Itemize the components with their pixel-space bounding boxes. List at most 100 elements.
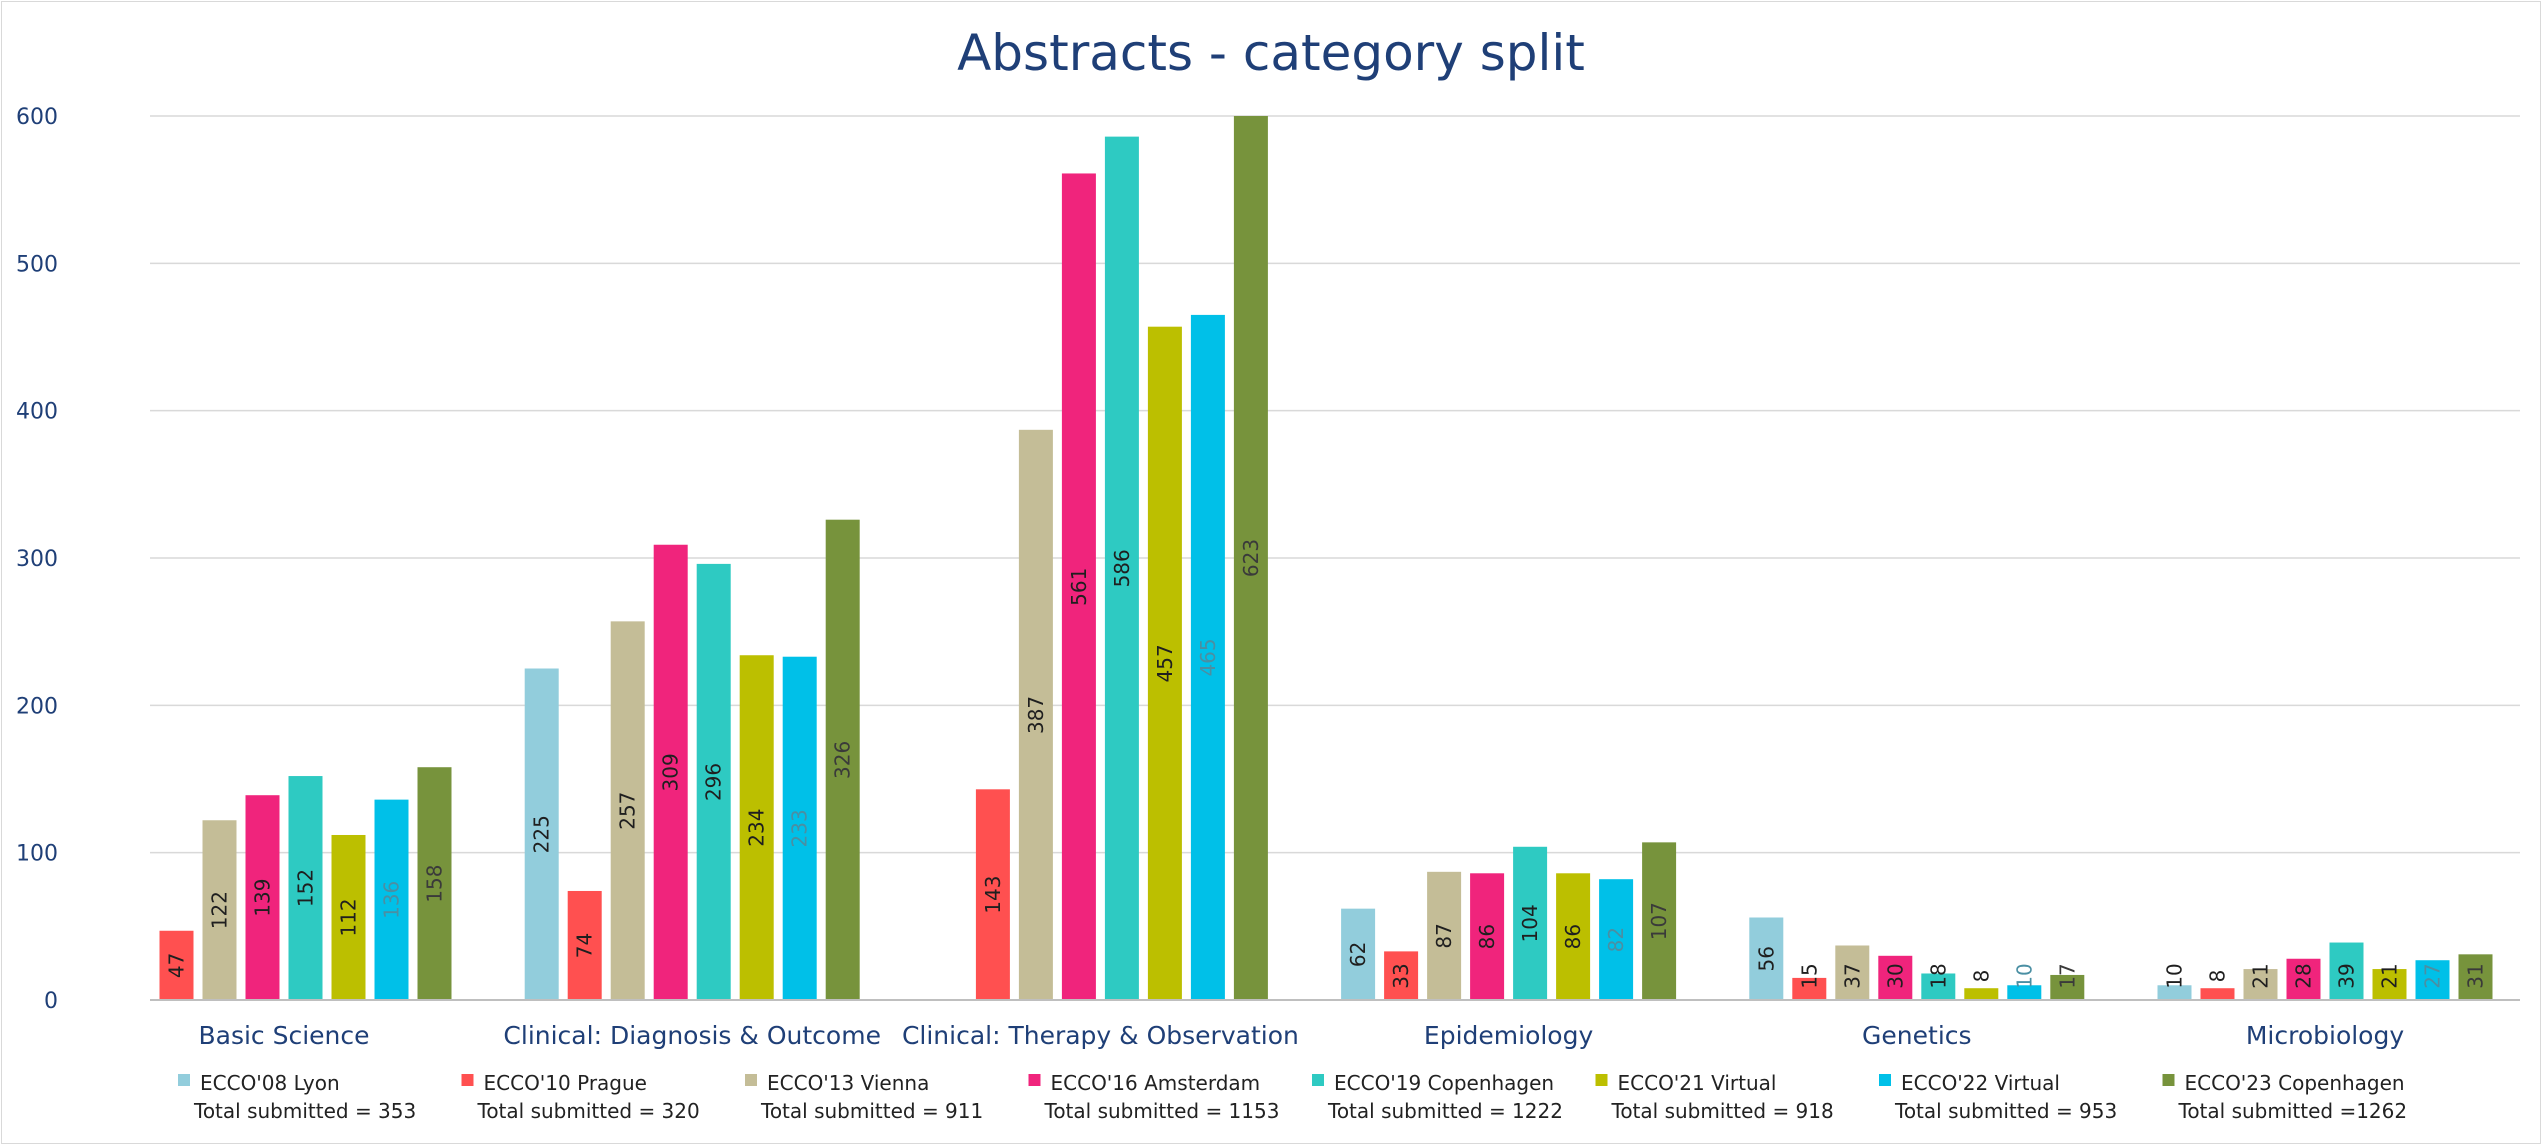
data-label: 17 <box>2055 963 2079 988</box>
data-label: 86 <box>1561 924 1585 949</box>
bar <box>1599 879 1634 1000</box>
legend-series-name: ECCO'16 Amsterdam <box>1051 1071 1261 1095</box>
legend-item: ECCO'10 Prague Total submitted = 320 <box>461 1071 700 1123</box>
x-tick-label: Basic Science <box>198 1021 369 1050</box>
legend-series-name: ECCO'23 Copenhagen <box>2185 1071 2405 1095</box>
data-label: 139 <box>251 879 275 917</box>
x-tick-label: Clinical: Diagnosis & Outcome <box>503 1021 881 1050</box>
bar <box>1749 917 1784 1000</box>
bar <box>417 767 452 1000</box>
bar <box>331 834 366 1000</box>
data-label: 8 <box>2206 970 2230 983</box>
legend-swatch <box>178 1074 190 1086</box>
legend-swatch <box>745 1074 757 1086</box>
data-label: 561 <box>1067 568 1091 606</box>
legend-total-submitted: Total submitted = 1153 <box>1044 1099 1280 1123</box>
bar <box>739 655 774 1000</box>
bar <box>2050 974 2085 1000</box>
data-label: 309 <box>659 753 683 791</box>
bar <box>1341 908 1376 1000</box>
data-label: 27 <box>2421 963 2445 988</box>
data-label: 86 <box>1475 924 1499 949</box>
legend-total-submitted: Total submitted = 953 <box>1894 1099 2117 1123</box>
legend-series-name: ECCO'22 Virtual <box>1901 1071 2060 1095</box>
legend-item: ECCO'23 Copenhagen Total submitted =1262 <box>2162 1071 2408 1123</box>
data-label: 152 <box>294 869 318 907</box>
data-label: 107 <box>1647 902 1671 940</box>
legend-total-submitted: Total submitted =1262 <box>2178 1099 2408 1123</box>
bar <box>653 544 688 1000</box>
bar <box>1427 871 1462 1000</box>
legend-total-submitted: Total submitted = 353 <box>193 1099 416 1123</box>
data-label: 37 <box>1840 963 1864 988</box>
data-label: 74 <box>573 933 597 958</box>
data-label: 10 <box>2163 963 2187 988</box>
bar <box>2007 985 2042 1000</box>
data-label: 10 <box>2012 963 2036 988</box>
bar <box>2157 985 2192 1000</box>
bar <box>825 519 860 1000</box>
bar <box>1792 977 1827 1000</box>
legend-item: ECCO'16 Amsterdam Total submitted = 1153 <box>1028 1071 1280 1123</box>
data-label: 33 <box>1389 963 1413 988</box>
data-label: 87 <box>1432 923 1456 948</box>
bar <box>2243 969 2278 1000</box>
bar <box>1233 116 1268 1000</box>
y-tick-label: 500 <box>16 252 58 277</box>
legend-item: ECCO'13 Vienna Total submitted = 911 <box>745 1071 983 1123</box>
data-label: 233 <box>788 809 812 847</box>
legend-total-submitted: Total submitted = 918 <box>1611 1099 1834 1123</box>
bar <box>1556 873 1591 1000</box>
data-label: 586 <box>1110 549 1134 587</box>
data-label: 56 <box>1754 946 1778 971</box>
data-label: 18 <box>1926 963 1950 988</box>
data-label: 326 <box>831 741 855 779</box>
data-label: 158 <box>423 865 447 903</box>
data-label: 143 <box>981 876 1005 914</box>
bar <box>782 656 817 1000</box>
legend-swatch <box>461 1074 474 1086</box>
legend-swatch <box>1312 1074 1324 1086</box>
data-label: 457 <box>1153 644 1177 682</box>
bar <box>1878 955 1913 1000</box>
legend-total-submitted: Total submitted = 911 <box>760 1099 983 1123</box>
bar <box>1018 429 1053 1000</box>
y-tick-label: 200 <box>16 694 58 719</box>
data-label: 465 <box>1196 638 1220 676</box>
data-label: 112 <box>337 898 361 936</box>
data-label: 623 <box>1239 539 1263 577</box>
data-label: 122 <box>208 891 232 929</box>
bar <box>1104 136 1139 1001</box>
x-tick-label: Genetics <box>1862 1021 1972 1050</box>
x-tick-label: Epidemiology <box>1424 1021 1594 1050</box>
legend-series-name: ECCO'21 Virtual <box>1618 1071 1777 1095</box>
legend-series-name: ECCO'19 Copenhagen <box>1334 1071 1554 1095</box>
data-label: 28 <box>2292 963 2316 988</box>
bar <box>567 890 602 1000</box>
legend-item: ECCO'19 Copenhagen Total submitted = 1222 <box>1312 1071 1563 1123</box>
data-label: 136 <box>380 881 404 919</box>
bar <box>1642 842 1677 1000</box>
bar <box>2329 942 2364 1000</box>
data-label: 225 <box>530 815 554 853</box>
bar <box>1835 945 1870 1000</box>
legend-swatch <box>2162 1074 2175 1086</box>
data-label: 234 <box>745 809 769 847</box>
bar <box>202 820 237 1000</box>
legend-item: ECCO'08 Lyon Total submitted = 353 <box>178 1071 416 1123</box>
data-label: 62 <box>1346 942 1370 967</box>
gridlines <box>150 115 2520 1001</box>
y-tick-label: 600 <box>16 105 58 130</box>
bar <box>2415 960 2450 1000</box>
bar <box>1513 846 1548 1000</box>
bar <box>524 668 559 1000</box>
bar <box>1470 873 1505 1000</box>
bar <box>159 930 194 1000</box>
bar <box>245 795 280 1000</box>
legend-swatch <box>1595 1074 1608 1086</box>
bar <box>288 776 323 1000</box>
data-label: 21 <box>2249 963 2273 988</box>
